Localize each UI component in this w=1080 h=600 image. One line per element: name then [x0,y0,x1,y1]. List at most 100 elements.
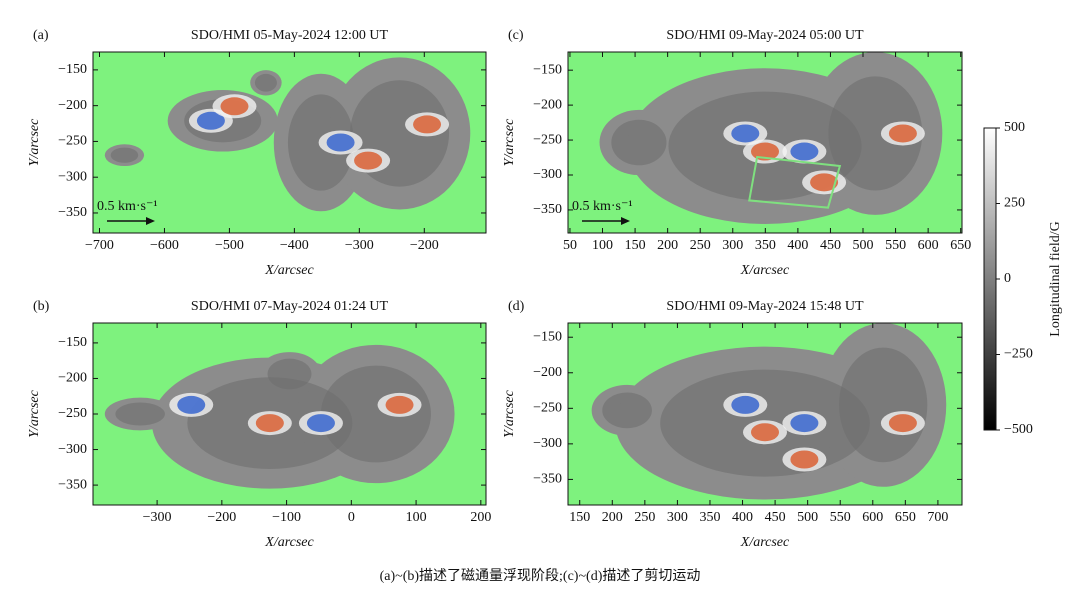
region-core [602,392,652,429]
colorbar-tick-label: 500 [1004,120,1025,135]
x-axis-label: X/arcsec [740,535,790,550]
x-tick-label: 400 [787,238,808,253]
x-axis-label: X/arcsec [264,535,314,550]
caption: (a)~(b)描述了磁通量浮现阶段;(c)~(d)描述了剪切运动 [380,568,701,584]
panel-title: SDO/HMI 05-May-2024 12:00 UT [191,28,389,43]
x-tick-label: 250 [690,238,711,253]
scale-arrowhead [146,217,155,225]
x-tick-label: 100 [592,238,613,253]
flow-vectors [385,395,414,414]
x-tick-label: 50 [563,238,577,253]
y-tick-label: −250 [58,406,87,421]
flow-vectors [306,414,335,433]
y-tick-label: −250 [533,132,562,147]
flow-vectors [810,173,839,192]
y-tick-label: −150 [533,329,562,344]
flow-vectors [790,142,819,161]
scale-label: 0.5 km·s⁻¹ [572,199,633,214]
colorbar-tick-label: 250 [1004,196,1025,211]
flow-vectors [790,450,819,469]
flow-vectors [413,115,442,134]
panel-label: (c) [508,28,524,43]
x-tick-label: 150 [569,510,590,525]
x-tick-label: −200 [207,510,236,525]
x-tick-label: 0 [348,510,355,525]
flow-vectors [731,124,760,143]
x-tick-label: −700 [85,238,114,253]
flow-vectors [177,395,206,414]
x-tick-label: 600 [918,238,939,253]
x-tick-label: −300 [143,510,172,525]
region-core [110,147,139,163]
y-tick-label: −300 [533,167,562,182]
x-tick-label: 600 [862,510,883,525]
y-tick-label: −200 [533,365,562,380]
x-tick-label: −500 [215,238,244,253]
axes-frame [567,322,963,506]
x-tick-label: 200 [657,238,678,253]
selection-box [748,155,842,209]
x-tick-label: 150 [625,238,646,253]
y-axis-label: Y/arcsec [27,389,42,437]
y-tick-label: −250 [58,134,87,149]
panel-title: SDO/HMI 09-May-2024 05:00 UT [666,28,864,43]
region-core [254,73,277,92]
y-axis-label: Y/arcsec [502,389,517,437]
y-tick-label: −150 [58,62,87,77]
colorbar-tick-label: 0 [1004,271,1011,286]
region-core [320,365,431,463]
flow-vectors [196,111,225,130]
x-tick-label: 550 [830,510,851,525]
x-tick-label: −100 [272,510,301,525]
scale-arrowhead [621,217,630,225]
y-tick-label: −350 [533,472,562,487]
x-tick-label: 350 [699,510,720,525]
x-tick-label: 650 [895,510,916,525]
x-tick-label: 450 [765,510,786,525]
flow-vectors [888,124,917,143]
y-tick-label: −350 [533,202,562,217]
x-axis-label: X/arcsec [264,263,314,278]
x-tick-label: −300 [345,238,374,253]
y-tick-label: −200 [58,98,87,113]
axes-frame [92,51,487,234]
x-tick-label: 650 [950,238,971,253]
y-tick-label: −200 [533,97,562,112]
y-tick-label: −300 [58,442,87,457]
colorbar [983,127,997,431]
y-tick-label: −350 [58,205,87,220]
region-core [828,76,923,191]
region-core [267,358,312,390]
x-tick-label: 200 [470,510,491,525]
region-core [115,402,165,426]
y-tick-label: −250 [533,401,562,416]
y-axis-label: Y/arcsec [502,118,517,166]
x-tick-label: 450 [820,238,841,253]
colorbar-tick-label: −500 [1004,422,1033,437]
flow-vectors [888,414,917,433]
flow-vectors [326,133,355,152]
x-tick-label: 550 [885,238,906,253]
x-tick-label: 200 [602,510,623,525]
colorbar-label: Longitudinal field/G [1048,221,1063,336]
x-tick-label: −200 [410,238,439,253]
y-tick-label: −300 [533,436,562,451]
panel-title: SDO/HMI 07-May-2024 01:24 UT [191,299,389,314]
y-tick-label: −350 [58,477,87,492]
x-tick-label: 250 [634,510,655,525]
region-core [611,119,667,166]
panel-label: (d) [508,299,525,314]
x-tick-label: 100 [406,510,427,525]
flow-vectors [255,414,284,433]
x-tick-label: 500 [853,238,874,253]
x-tick-label: 300 [722,238,743,253]
y-tick-label: −200 [58,371,87,386]
x-tick-label: 500 [797,510,818,525]
flow-vectors [790,414,819,433]
x-tick-label: 400 [732,510,753,525]
scale-label: 0.5 km·s⁻¹ [97,199,158,214]
flow-vectors [354,151,383,170]
y-tick-label: −150 [533,62,562,77]
x-axis-label: X/arcsec [740,263,790,278]
